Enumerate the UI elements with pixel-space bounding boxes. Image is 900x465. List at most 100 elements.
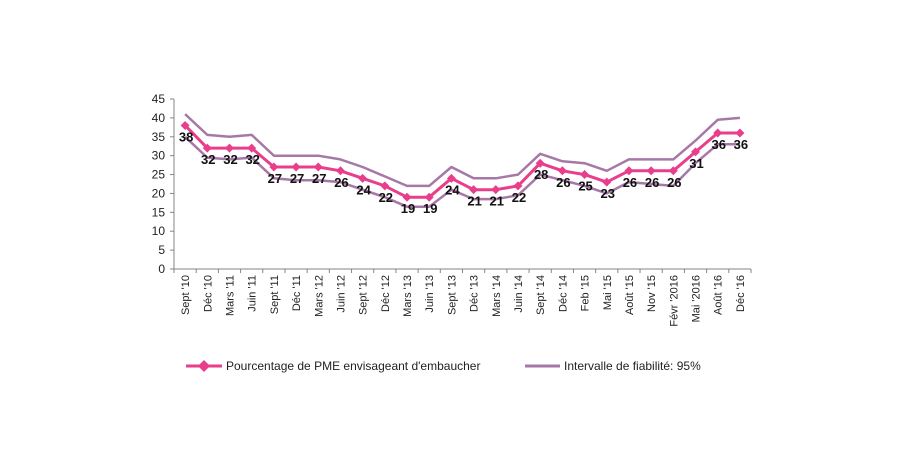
data-label: 19 [423, 201, 437, 216]
data-label: 25 [578, 179, 592, 194]
data-point-marker [580, 170, 590, 180]
data-label: 23 [601, 186, 615, 201]
data-point-marker [646, 166, 656, 176]
data-point-marker [513, 181, 523, 191]
data-label: 32 [245, 152, 259, 167]
data-label: 21 [467, 194, 481, 209]
data-point-marker [380, 181, 390, 191]
main-series [180, 120, 745, 202]
data-point-marker [735, 128, 745, 138]
data-label: 27 [268, 171, 282, 186]
x-tick-label: Sept '14 [535, 275, 547, 315]
legend: Pourcentage de PME envisageant d'embauch… [186, 359, 701, 373]
confidence-interval-lines [184, 113, 741, 208]
data-label: 31 [689, 156, 703, 171]
data-label: 26 [556, 175, 570, 190]
y-tick-label: 0 [158, 262, 165, 276]
axes: 0 5 10 15 20 25 30 35 40 45 Sept '10 Déc '10 Mars '1… [152, 92, 752, 327]
data-labels: 38 32 32 32 27 27 27 26 24 22 19 19 24 21 21 22 28 26 25 23… [179, 129, 748, 216]
data-point-marker [335, 166, 345, 176]
y-tick-label: 20 [152, 186, 166, 200]
data-point-marker [602, 177, 612, 187]
x-tick-label: Déc '16 [735, 275, 747, 312]
data-point-marker [469, 185, 479, 195]
data-label: 22 [512, 190, 526, 205]
y-tick-label: 45 [152, 92, 166, 106]
data-point-marker [269, 162, 279, 172]
x-tick-label: Juin '11 [247, 275, 259, 312]
data-label: 28 [534, 167, 548, 182]
x-tick-label: Mars '11 [224, 275, 236, 316]
x-tick-label: Févr '2016 [668, 275, 680, 327]
x-tick-label: Juin '14 [513, 275, 525, 313]
data-label: 27 [290, 171, 304, 186]
legend-swatch-main-marker [198, 360, 210, 372]
data-point-marker [491, 185, 501, 195]
legend-label-interval: Intervalle de fiabilité: 95% [564, 359, 701, 373]
x-tick-label: Feb '15 [580, 275, 592, 311]
interval-lower-line [184, 135, 740, 208]
data-point-marker [668, 166, 678, 176]
data-point-marker [713, 128, 723, 138]
data-point-marker [202, 143, 212, 153]
data-label: 26 [667, 175, 681, 190]
data-label: 26 [623, 175, 637, 190]
data-label: 32 [223, 152, 237, 167]
data-label: 36 [711, 137, 725, 152]
x-tick-label: Juin '12 [335, 275, 347, 313]
x-tick-label: Déc '10 [202, 275, 214, 312]
x-tick-label: Mai '15 [602, 275, 614, 310]
x-tick-label: Sept '10 [180, 275, 192, 315]
x-tick-label: Mai '2016 [691, 275, 703, 322]
data-label: 26 [334, 175, 348, 190]
x-tick-label: Nov '15 [646, 275, 658, 312]
data-point-marker [247, 143, 257, 153]
y-tick-label: 30 [152, 149, 166, 163]
data-point-marker [291, 162, 301, 172]
data-point-marker [180, 120, 190, 130]
x-tick-label: Août '16 [713, 275, 725, 315]
data-point-marker [624, 166, 634, 176]
y-tick-label: 5 [158, 243, 165, 257]
data-label: 32 [201, 152, 215, 167]
x-tick-label: Juin '13 [424, 275, 436, 313]
data-label: 21 [490, 194, 504, 209]
data-label: 27 [312, 171, 326, 186]
data-label: 19 [401, 201, 415, 216]
x-tick-label: Déc '12 [380, 275, 392, 312]
y-tick-label: 40 [152, 111, 166, 125]
x-tick-label: Sept '13 [446, 275, 458, 315]
x-tick-label: Sept '11 [269, 275, 281, 314]
x-tick-label: Sept '12 [358, 275, 370, 315]
data-label: 38 [179, 129, 193, 144]
data-label: 22 [379, 190, 393, 205]
data-point-marker [691, 147, 701, 157]
y-tick-label: 10 [152, 224, 166, 238]
y-tick-label: 15 [152, 205, 166, 219]
x-tick-label: Déc '11 [291, 275, 303, 311]
x-tick-label: Mars '14 [491, 275, 503, 317]
y-tick-label: 25 [152, 168, 166, 182]
x-tick-label: Déc '13 [469, 275, 481, 312]
x-tick-label: Mars '13 [402, 275, 414, 317]
data-point-marker [402, 192, 412, 202]
y-tick-label: 35 [152, 130, 166, 144]
data-label: 24 [445, 182, 460, 197]
data-point-marker [224, 143, 234, 153]
data-label: 24 [356, 182, 371, 197]
data-label: 26 [645, 175, 659, 190]
x-tick-label: Déc '14 [557, 275, 569, 312]
data-point-marker [557, 166, 567, 176]
x-tick-label: Août '15 [624, 275, 636, 315]
x-tick-label: Mars '12 [313, 275, 325, 317]
data-point-marker [535, 158, 545, 168]
data-label: 36 [734, 137, 748, 152]
legend-label-main: Pourcentage de PME envisageant d'embauch… [226, 359, 480, 373]
interval-upper-line [184, 113, 741, 188]
data-point-marker [424, 192, 434, 202]
data-point-marker [313, 162, 323, 172]
data-point-marker [358, 173, 368, 183]
data-point-marker [446, 173, 456, 183]
